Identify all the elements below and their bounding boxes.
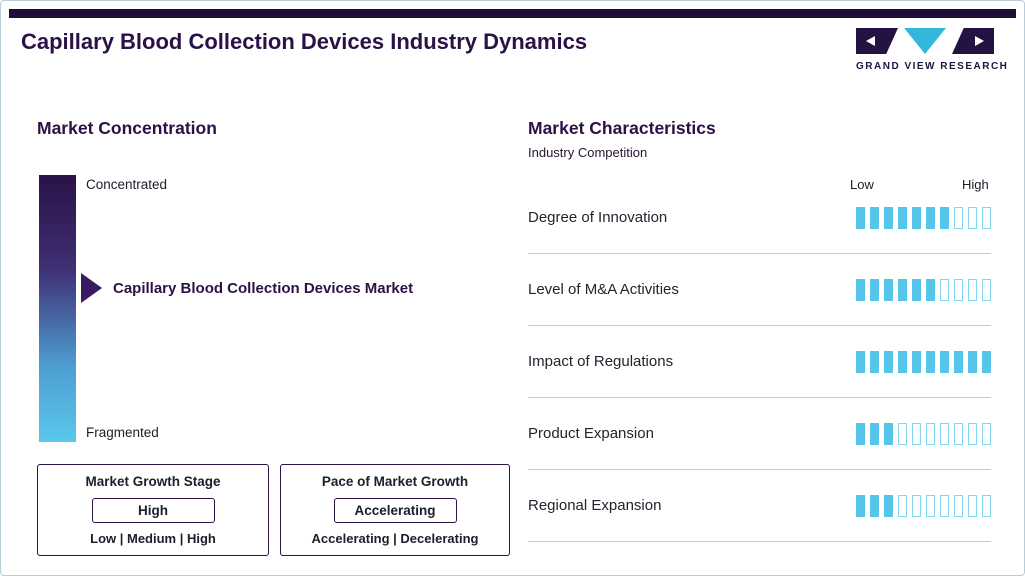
page-title: Capillary Blood Collection Devices Indus… — [21, 29, 588, 54]
rating-segment-empty — [898, 422, 907, 445]
top-accent-bar — [9, 9, 1016, 18]
logo-r-shape-icon — [952, 28, 994, 54]
rating-segment-filled — [926, 206, 935, 229]
rating-segment-empty — [954, 278, 963, 301]
growth-stage-scale: Low | Medium | High — [90, 531, 216, 546]
rating-segment-empty — [982, 422, 991, 445]
rating-segment-empty — [982, 206, 991, 229]
fragmented-label: Fragmented — [86, 425, 159, 440]
rating-segment-filled — [856, 422, 865, 445]
growth-pace-title: Pace of Market Growth — [321, 474, 469, 489]
concentration-gradient-bar — [39, 175, 76, 442]
rating-segment-empty — [926, 494, 935, 517]
characteristic-label: Regional Expansion — [528, 497, 662, 514]
rating-segment-strip — [856, 206, 991, 229]
market-pointer-arrow-icon — [81, 273, 102, 303]
pace-of-market-growth-box: Pace of Market Growth Accelerating Accel… — [280, 464, 510, 556]
characteristics-rows: Degree of Innovation Level of M&A Activit… — [528, 182, 991, 542]
logo-v-shape-icon — [904, 28, 946, 54]
rating-segment-empty — [954, 206, 963, 229]
characteristic-row: Product Expansion — [528, 398, 991, 470]
rating-segment-filled — [884, 350, 893, 373]
characteristic-label: Level of M&A Activities — [528, 281, 679, 298]
rating-segment-filled — [856, 206, 865, 229]
rating-segment-filled — [856, 350, 865, 373]
rating-segment-filled — [870, 494, 879, 517]
rating-segment-filled — [870, 350, 879, 373]
market-pointer-label: Capillary Blood Collection Devices Marke… — [113, 280, 414, 297]
rating-segment-filled — [856, 494, 865, 517]
rating-segment-filled — [940, 350, 949, 373]
characteristic-label: Impact of Regulations — [528, 353, 674, 370]
rating-segment-empty — [968, 422, 977, 445]
growth-pace-value: Accelerating — [333, 497, 457, 523]
market-growth-stage-box: Market Growth Stage High Low | Medium | … — [37, 464, 269, 556]
growth-stage-value: High — [91, 497, 215, 523]
rating-segment-strip — [856, 278, 991, 301]
rating-segment-filled — [870, 206, 879, 229]
rating-segment-filled — [884, 206, 893, 229]
rating-segment-filled — [912, 278, 921, 301]
rating-segment-filled — [898, 206, 907, 229]
market-characteristics-heading: Market Characteristics — [528, 118, 716, 138]
rating-segment-empty — [954, 422, 963, 445]
rating-segment-filled — [912, 206, 921, 229]
rating-segment-filled — [968, 350, 977, 373]
rating-segment-strip — [856, 422, 991, 445]
growth-pace-scale: Accelerating | Decelerating — [311, 531, 479, 546]
rating-segment-filled — [870, 278, 879, 301]
rating-segment-filled — [884, 494, 893, 517]
high-column-label: High — [962, 177, 989, 192]
rating-segment-strip — [856, 494, 991, 517]
characteristic-row: Impact of Regulations — [528, 326, 991, 398]
characteristic-row: Degree of Innovation — [528, 182, 991, 254]
rating-segment-empty — [940, 422, 949, 445]
rating-segment-empty — [982, 494, 991, 517]
rating-segment-empty — [968, 494, 977, 517]
market-concentration-heading: Market Concentration — [37, 118, 217, 138]
rating-segment-filled — [954, 350, 963, 373]
rating-segment-empty — [940, 278, 949, 301]
rating-segment-filled — [856, 278, 865, 301]
characteristic-row: Level of M&A Activities — [528, 254, 991, 326]
rating-segment-filled — [898, 278, 907, 301]
concentrated-label: Concentrated — [86, 177, 168, 192]
grand-view-research-logo: GRAND VIEW RESEARCH — [856, 28, 1009, 72]
rating-segment-empty — [912, 494, 921, 517]
low-column-label: Low — [850, 177, 874, 192]
rating-segment-filled — [884, 422, 893, 445]
rating-segment-strip — [856, 350, 991, 373]
rating-segment-empty — [926, 422, 935, 445]
rating-segment-filled — [982, 350, 991, 373]
rating-segment-filled — [898, 350, 907, 373]
rating-segment-empty — [968, 278, 977, 301]
rating-segment-empty — [954, 494, 963, 517]
characteristic-row: Regional Expansion — [528, 470, 991, 542]
rating-segment-filled — [926, 278, 935, 301]
growth-stage-title: Market Growth Stage — [85, 474, 221, 489]
logo-g-shape-icon — [856, 28, 898, 54]
logo-brand-text: GRAND VIEW RESEARCH — [856, 61, 1009, 72]
rating-segment-filled — [926, 350, 935, 373]
rating-segment-filled — [940, 206, 949, 229]
rating-segment-empty — [898, 494, 907, 517]
rating-segment-filled — [912, 350, 921, 373]
characteristic-label: Degree of Innovation — [528, 209, 668, 226]
rating-segment-empty — [912, 422, 921, 445]
rating-segment-filled — [870, 422, 879, 445]
rating-segment-empty — [968, 206, 977, 229]
rating-segment-filled — [884, 278, 893, 301]
gvr-logo-icon — [856, 28, 998, 54]
characteristic-label: Product Expansion — [528, 425, 654, 442]
industry-competition-subheading: Industry Competition — [528, 145, 648, 160]
rating-segment-empty — [940, 494, 949, 517]
rating-segment-empty — [982, 278, 991, 301]
